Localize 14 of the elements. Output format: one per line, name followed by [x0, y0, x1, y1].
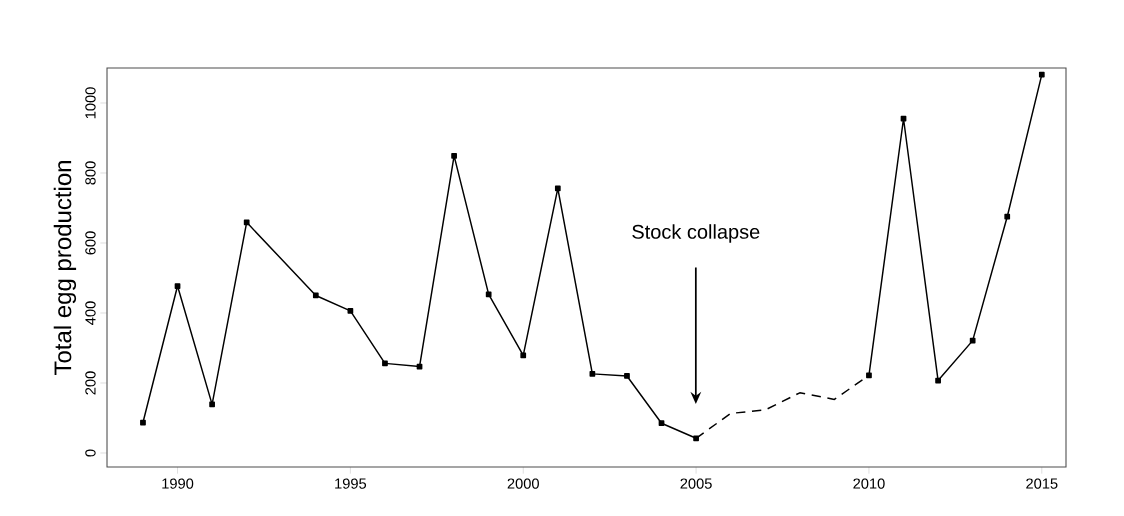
x-tick-label: 2005 — [680, 478, 712, 489]
x-tick-label: 2010 — [853, 478, 885, 489]
y-axis-title: Total egg production — [53, 161, 77, 376]
y-tick-label: 1000 — [85, 87, 96, 119]
y-tick-label: 600 — [85, 231, 96, 255]
y-tick-label: 800 — [85, 161, 96, 185]
x-tick-label: 1990 — [162, 478, 194, 489]
x-tick-label: 1995 — [335, 478, 367, 489]
y-tick-label: 200 — [85, 371, 96, 395]
y-tick-label: 400 — [85, 301, 96, 325]
annotation: Stock collapse — [632, 224, 760, 243]
x-tick-label: 2015 — [1026, 478, 1058, 489]
x-tick-label: 2000 — [507, 478, 539, 489]
y-tick-label: 0 — [85, 449, 96, 457]
